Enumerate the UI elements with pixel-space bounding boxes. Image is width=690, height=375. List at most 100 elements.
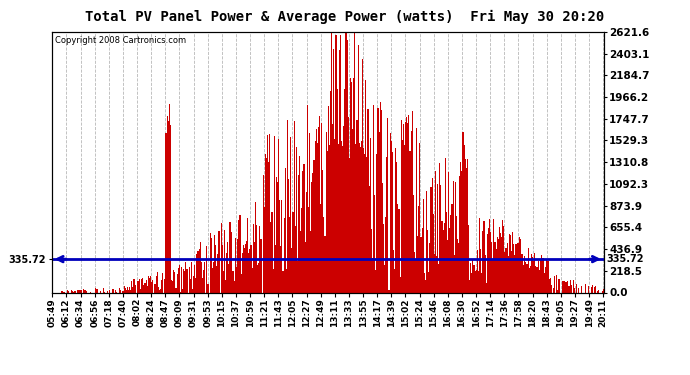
Bar: [404, 145, 405, 292]
Bar: [199, 242, 201, 292]
Bar: [170, 125, 171, 292]
Bar: [524, 256, 525, 292]
Bar: [511, 251, 512, 292]
Bar: [364, 154, 365, 292]
Bar: [78, 290, 79, 292]
Bar: [411, 131, 412, 292]
Bar: [259, 226, 260, 292]
Bar: [319, 116, 320, 292]
Bar: [179, 266, 180, 292]
Bar: [238, 220, 239, 292]
Bar: [493, 219, 495, 292]
Bar: [565, 282, 566, 292]
Bar: [517, 243, 518, 292]
Bar: [268, 162, 269, 292]
Bar: [520, 239, 521, 292]
Bar: [64, 291, 65, 292]
Bar: [107, 291, 108, 292]
Bar: [230, 232, 232, 292]
Bar: [151, 282, 152, 292]
Bar: [184, 271, 186, 292]
Bar: [324, 236, 326, 292]
Bar: [275, 245, 276, 292]
Bar: [244, 248, 245, 292]
Bar: [495, 249, 497, 292]
Bar: [533, 261, 534, 292]
Text: Total PV Panel Power & Average Power (watts)  Fri May 30 20:20: Total PV Panel Power & Average Power (wa…: [86, 9, 604, 24]
Bar: [129, 287, 130, 292]
Bar: [97, 289, 98, 292]
Bar: [478, 271, 479, 292]
Bar: [469, 280, 470, 292]
Bar: [556, 275, 558, 292]
Bar: [363, 148, 364, 292]
Bar: [396, 162, 397, 292]
Bar: [148, 276, 149, 292]
Bar: [591, 285, 593, 292]
Bar: [357, 45, 359, 292]
Bar: [264, 207, 265, 292]
Bar: [578, 288, 580, 292]
Bar: [252, 268, 253, 292]
Bar: [415, 260, 416, 292]
Bar: [394, 269, 395, 292]
Bar: [550, 278, 551, 292]
Bar: [135, 285, 136, 292]
Bar: [549, 279, 550, 292]
Bar: [280, 246, 282, 292]
Bar: [266, 158, 267, 292]
Bar: [197, 251, 199, 292]
Bar: [328, 106, 329, 292]
Bar: [277, 182, 278, 292]
Bar: [202, 278, 203, 292]
Bar: [309, 133, 310, 292]
Bar: [109, 290, 110, 292]
Bar: [302, 171, 304, 292]
Bar: [297, 261, 298, 292]
Bar: [376, 154, 377, 292]
Bar: [468, 225, 469, 292]
Bar: [467, 159, 468, 292]
Bar: [519, 237, 520, 292]
Bar: [232, 271, 233, 292]
Bar: [311, 182, 313, 292]
Bar: [540, 259, 541, 292]
Bar: [348, 158, 350, 292]
Bar: [245, 244, 246, 292]
Bar: [119, 288, 120, 292]
Bar: [128, 290, 129, 292]
Bar: [398, 209, 400, 292]
Bar: [513, 244, 514, 292]
Bar: [237, 238, 238, 292]
Bar: [210, 238, 212, 292]
Bar: [214, 236, 215, 292]
Bar: [424, 273, 425, 292]
Bar: [295, 226, 296, 292]
Bar: [428, 272, 429, 292]
Bar: [486, 234, 488, 292]
Bar: [563, 281, 564, 292]
Bar: [480, 249, 481, 292]
Bar: [191, 262, 192, 292]
Bar: [459, 176, 460, 292]
Bar: [456, 216, 457, 292]
Bar: [346, 40, 348, 292]
Bar: [215, 245, 216, 292]
Bar: [547, 261, 549, 292]
Bar: [535, 266, 536, 292]
Bar: [481, 273, 482, 292]
Bar: [274, 135, 275, 292]
Bar: [221, 245, 223, 292]
Bar: [308, 207, 309, 292]
Bar: [482, 231, 484, 292]
Bar: [177, 268, 179, 292]
Bar: [300, 231, 302, 292]
Bar: [602, 289, 604, 292]
Bar: [284, 218, 285, 292]
Bar: [576, 284, 578, 292]
Bar: [453, 255, 455, 292]
Bar: [204, 262, 205, 292]
Bar: [115, 290, 116, 292]
Bar: [306, 192, 307, 292]
Bar: [571, 285, 572, 292]
